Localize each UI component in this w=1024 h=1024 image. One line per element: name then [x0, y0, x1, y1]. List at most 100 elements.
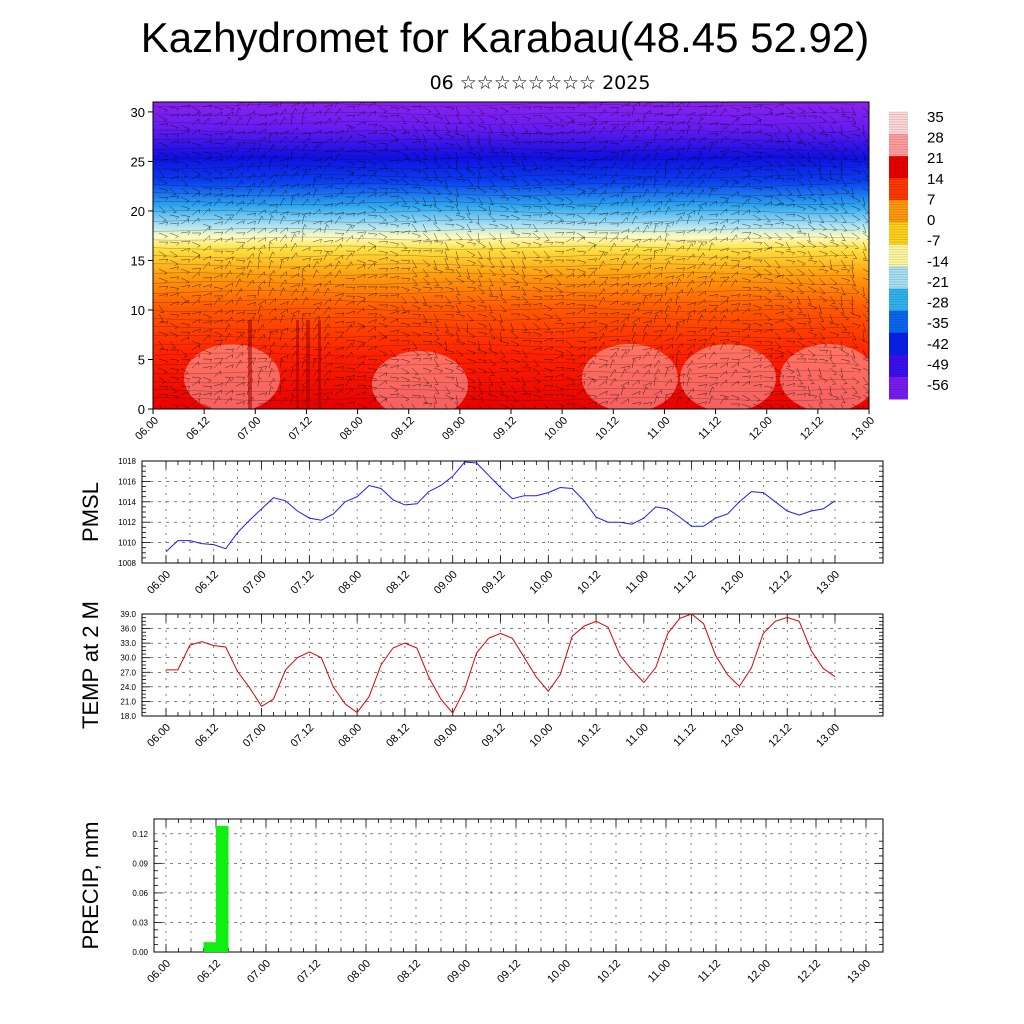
wind-barb — [257, 136, 266, 144]
wind-barb — [367, 205, 377, 212]
wind-barb — [224, 260, 232, 270]
wind-barb — [719, 314, 727, 324]
wind-barb — [708, 236, 717, 243]
wind-barb — [224, 250, 235, 255]
wind-barb — [752, 364, 762, 369]
wind-barb — [708, 141, 719, 145]
wind-barb — [774, 304, 785, 309]
wind-barb — [444, 376, 455, 381]
wind-barb — [576, 102, 585, 108]
wind-barb — [389, 169, 400, 176]
wind-barb — [411, 205, 421, 212]
wind-barb — [246, 252, 255, 261]
wind-barb — [697, 252, 705, 261]
wind-barb — [257, 286, 262, 297]
wind-barb — [268, 330, 279, 334]
wind-barb — [838, 169, 843, 180]
wind-barb — [169, 241, 180, 246]
wind-barb — [477, 295, 485, 304]
wind-barb — [224, 309, 234, 315]
wind-barb — [367, 398, 376, 405]
wind-barb — [521, 358, 530, 367]
wind-barb — [367, 245, 376, 252]
contour-line — [153, 352, 856, 357]
wind-barb — [389, 294, 400, 298]
wind-barb — [741, 255, 751, 261]
wind-barb — [213, 361, 222, 369]
wind-barb — [411, 105, 422, 110]
wind-barb — [576, 325, 585, 333]
wind-barb — [697, 173, 706, 180]
wind-barb — [301, 232, 306, 243]
wind-barb — [697, 112, 707, 117]
wind-barb — [257, 161, 264, 171]
wind-barb — [235, 106, 242, 117]
wind-barb — [730, 358, 741, 363]
wind-barb — [785, 203, 796, 208]
wind-barb — [785, 295, 793, 304]
wind-barb — [476, 340, 481, 351]
wind-barb — [290, 230, 301, 235]
wind-barb — [191, 151, 202, 157]
wind-barb — [246, 259, 253, 270]
wind-barb — [345, 401, 356, 406]
wind-barb — [609, 351, 617, 360]
wind-barb — [400, 151, 410, 159]
wind-barb — [840, 250, 848, 259]
wind-barb — [620, 301, 630, 306]
wind-barb — [323, 211, 333, 216]
wind-barb — [345, 324, 353, 333]
wind-barb — [477, 223, 486, 232]
wind-barb — [235, 180, 243, 189]
y-tick-label: 27.0 — [120, 668, 136, 677]
wind-barb — [796, 124, 804, 133]
wind-barb — [598, 120, 608, 126]
x-tick-label: 13.00 — [814, 569, 842, 597]
wind-barb — [653, 350, 660, 360]
wind-barb — [345, 172, 354, 180]
x-tick-label: 11.12 — [696, 958, 723, 985]
wind-barb — [587, 122, 598, 127]
wind-barb — [796, 169, 803, 178]
wind-barb — [609, 242, 617, 252]
wind-barb — [323, 263, 332, 270]
wind-barb — [785, 160, 795, 167]
wind-barb — [400, 196, 408, 205]
wind-barb — [851, 196, 861, 203]
x-tick-label: 09.00 — [445, 958, 473, 986]
wind-barb — [279, 342, 287, 351]
wind-barb — [774, 340, 782, 349]
wind-barb — [532, 268, 543, 274]
wind-barb — [796, 142, 807, 147]
wind-barb — [642, 270, 651, 279]
wind-barb — [246, 147, 256, 153]
wind-barb — [752, 357, 763, 362]
wind-barb — [510, 223, 515, 233]
wind-barb — [774, 403, 785, 409]
wind-barb — [378, 286, 389, 291]
wind-barb — [620, 134, 628, 144]
colorbar-swatch — [889, 134, 908, 157]
wind-barb — [664, 146, 673, 153]
wind-barb — [257, 403, 268, 407]
contour-line — [153, 103, 856, 107]
wind-barb — [454, 394, 459, 405]
wind-barb — [741, 182, 750, 189]
wind-barb — [587, 360, 595, 369]
wind-barb — [862, 106, 869, 115]
x-tick-label: 09.00 — [432, 722, 460, 750]
wind-barb — [817, 160, 822, 171]
wind-barb — [532, 277, 543, 282]
wind-barb — [609, 368, 617, 378]
wind-barb — [818, 178, 829, 183]
wind-barb — [466, 115, 474, 124]
wind-barb — [422, 214, 432, 222]
wind-barb — [290, 310, 300, 315]
wind-barb — [587, 126, 595, 135]
wind-barb — [609, 194, 620, 198]
wind-barb — [334, 354, 344, 360]
wind-barb — [202, 202, 212, 207]
wind-barb — [213, 198, 221, 207]
wind-barb — [862, 295, 869, 304]
wind-barb — [719, 102, 727, 108]
